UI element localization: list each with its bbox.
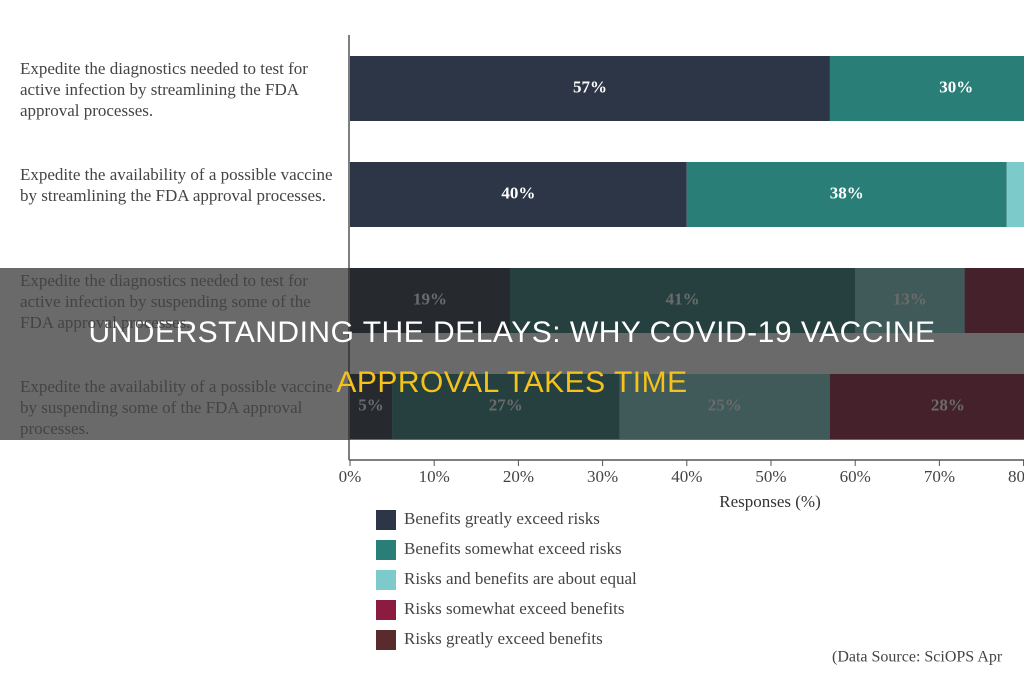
bar-segment [829,56,1024,121]
x-tick-label: 50% [755,467,786,486]
source-note: (Data Source: SciOPS Apr [832,649,1003,666]
x-tick-label: 70% [924,467,955,486]
legend-label: Risks somewhat exceed benefits [404,599,624,618]
x-tick-label: 30% [587,467,618,486]
category-label: Expedite the diagnostics needed to test … [20,59,308,120]
category-label: Expedite the availability of a possible … [20,377,333,438]
category-label: Expedite the availability of a possible … [20,165,333,205]
legend-swatch [376,510,396,530]
value-label: 40% [501,183,535,202]
bar-segment [1006,162,1024,227]
legend-label: Benefits greatly exceed risks [404,509,600,528]
x-axis-label: Responses (%) [719,492,821,511]
x-tick-label: 10% [419,467,450,486]
x-tick-label: 40% [671,467,702,486]
value-label: 38% [830,183,864,202]
title-band [0,268,1024,440]
x-tick-label: 0% [339,467,362,486]
legend-swatch [376,630,396,650]
value-label: 30% [939,77,973,96]
legend-label: Benefits somewhat exceed risks [404,539,622,558]
category-label: Expedite the diagnostics needed to test … [20,271,311,332]
legend-swatch [376,570,396,590]
value-label: 57% [573,77,607,96]
x-tick-label: 20% [503,467,534,486]
x-tick-label: 80% [1008,467,1024,486]
bar-segment [350,162,687,227]
bar-segment [686,162,1007,227]
title-line: UNDERSTANDING THE DELAYS: WHY COVID-19 V… [88,316,935,349]
bar-segment [350,56,830,121]
legend-label: Risks greatly exceed benefits [404,629,603,648]
legend-label: Risks and benefits are about equal [404,569,637,588]
title-line: APPROVAL TAKES TIME [336,366,687,399]
legend-swatch [376,600,396,620]
x-tick-label: 60% [840,467,871,486]
legend-swatch [376,540,396,560]
